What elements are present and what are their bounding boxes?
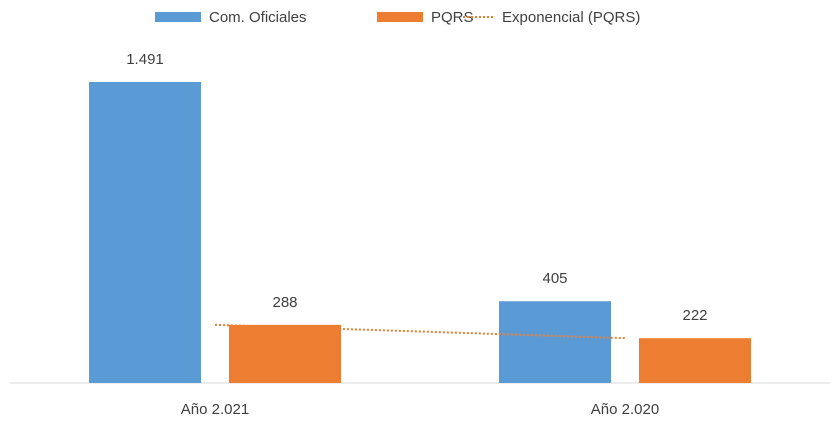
legend-label: Com. Oficiales bbox=[209, 9, 307, 26]
bar bbox=[89, 82, 201, 384]
x-tick-label: Año 2.020 bbox=[591, 401, 659, 418]
legend-swatch bbox=[377, 12, 423, 22]
data-label: 405 bbox=[542, 270, 567, 287]
bar bbox=[639, 338, 751, 383]
legend-swatch bbox=[155, 12, 201, 22]
legend-label: PQRS bbox=[431, 9, 474, 26]
legend-label: Exponencial (PQRS) bbox=[502, 9, 640, 26]
bar bbox=[229, 324, 341, 383]
x-tick-label: Año 2.021 bbox=[181, 401, 249, 418]
data-label: 222 bbox=[682, 307, 707, 324]
bar bbox=[499, 301, 611, 383]
trendline bbox=[214, 323, 626, 340]
data-label: 1.491 bbox=[126, 51, 164, 68]
data-label: 288 bbox=[272, 294, 297, 311]
